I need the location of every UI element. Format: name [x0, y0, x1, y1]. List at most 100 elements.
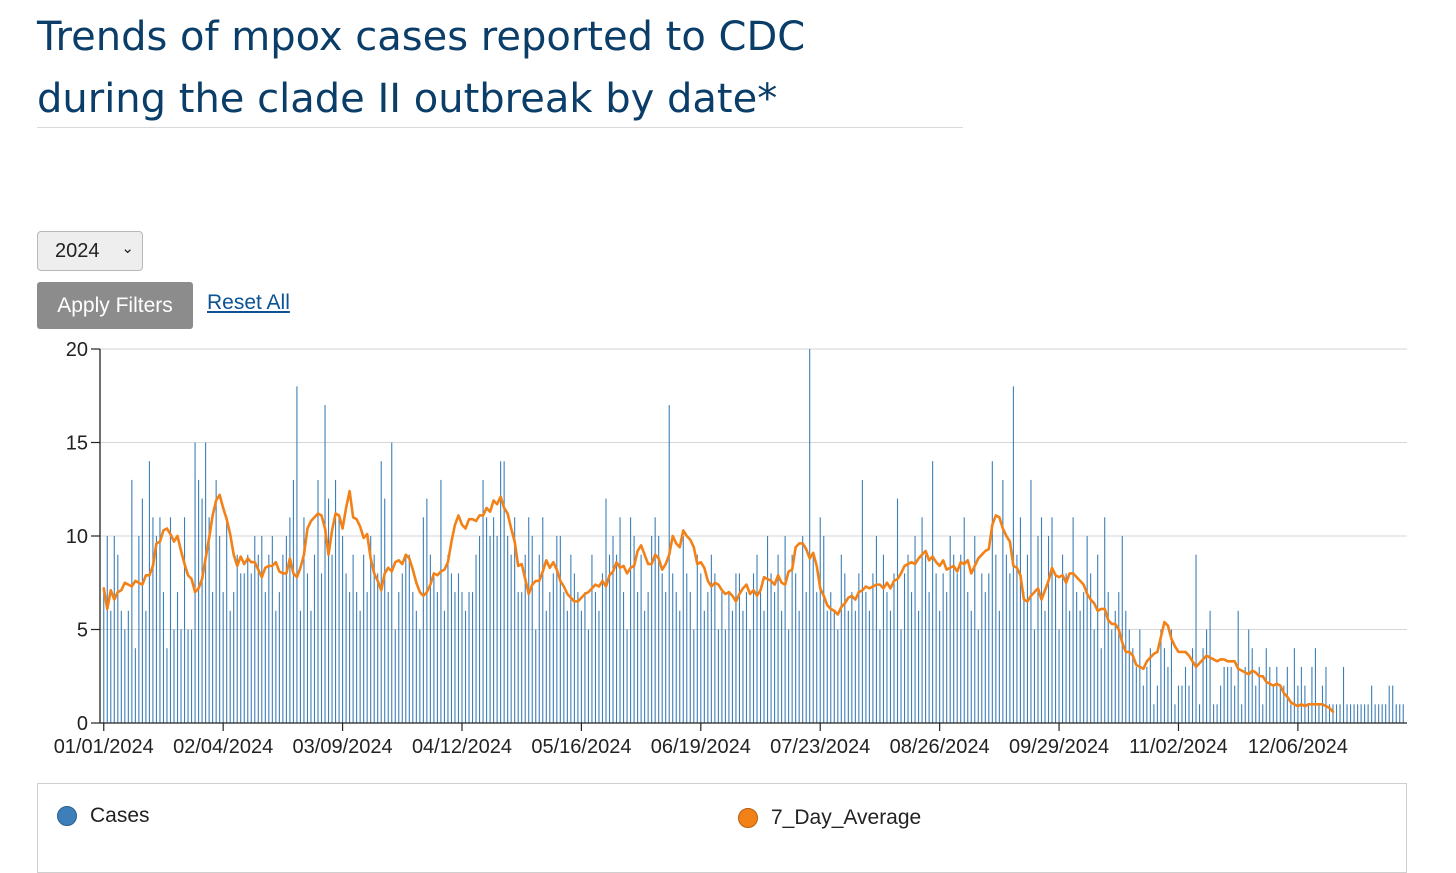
bar: [1033, 629, 1036, 723]
bar: [236, 554, 238, 723]
bar: [1392, 685, 1394, 723]
y-tick-label: 15: [66, 433, 88, 455]
bar: [542, 517, 544, 723]
bar: [721, 592, 723, 723]
bar: [707, 592, 709, 723]
apply-filters-button[interactable]: Apply Filters: [37, 282, 193, 329]
bar: [1290, 704, 1292, 723]
bar: [1107, 592, 1109, 723]
bar: [436, 592, 438, 723]
bar: [1114, 610, 1116, 723]
bar: [1279, 685, 1281, 723]
bar: [310, 610, 312, 723]
bar: [823, 536, 825, 723]
bar: [317, 479, 319, 723]
bar: [1234, 685, 1236, 723]
bar: [1353, 704, 1355, 723]
bar: [1019, 517, 1021, 723]
bar: [1174, 704, 1176, 723]
bar: [654, 517, 656, 723]
bar: [401, 573, 403, 723]
bar: [591, 554, 593, 723]
bar: [1040, 517, 1043, 723]
bar: [166, 648, 168, 723]
bar: [335, 479, 337, 723]
reset-all-link[interactable]: Reset All: [207, 291, 290, 314]
legend-item-cases[interactable]: Cases: [57, 804, 150, 828]
bar: [1125, 610, 1127, 723]
bar: [479, 536, 481, 723]
bar: [854, 610, 856, 723]
bar: [1223, 666, 1225, 723]
bar: [1332, 704, 1334, 723]
bar: [384, 498, 386, 723]
bar: [205, 442, 207, 723]
bar: [145, 610, 147, 723]
bar: [524, 554, 526, 723]
bar: [861, 479, 863, 723]
bar: [194, 442, 196, 723]
bar: [798, 610, 800, 723]
bar: [152, 517, 154, 723]
bar: [763, 610, 765, 723]
bar: [1314, 648, 1316, 723]
bar: [482, 479, 484, 723]
bar: [229, 610, 231, 723]
y-tick-label: 5: [77, 620, 88, 642]
y-tick-label: 10: [66, 526, 88, 548]
bar: [503, 461, 505, 723]
bar: [1111, 629, 1113, 723]
year-select[interactable]: 2024 ⌄: [37, 231, 143, 271]
bar: [443, 610, 445, 723]
bar: [788, 629, 790, 723]
bar: [198, 479, 200, 723]
bar: [1272, 685, 1274, 723]
bar: [1100, 648, 1102, 723]
bar: [1367, 704, 1369, 723]
bar: [1044, 610, 1046, 723]
bar: [556, 536, 558, 723]
bar: [1139, 629, 1141, 723]
bar: [1079, 610, 1081, 723]
bar: [1195, 554, 1197, 723]
bar: [946, 592, 948, 723]
bar: [679, 610, 681, 723]
bar: [514, 517, 516, 723]
bar: [1227, 666, 1229, 723]
bar: [637, 592, 639, 723]
bar: [1086, 536, 1088, 723]
legend-item-7-day-average[interactable]: 7_Day_Average: [738, 806, 921, 830]
bar: [113, 536, 115, 723]
bar: [612, 536, 614, 723]
bar: [710, 554, 712, 723]
bar: [1318, 704, 1320, 723]
bar: [626, 629, 628, 723]
bar: [268, 554, 270, 723]
bar: [468, 592, 470, 723]
bar: [1388, 685, 1390, 723]
legend-label-7-day-average: 7_Day_Average: [771, 806, 922, 829]
x-tick-label: 07/23/2024: [770, 736, 870, 758]
bar: [935, 573, 937, 723]
bar: [759, 592, 762, 723]
bar: [507, 536, 509, 723]
bar: [486, 517, 488, 723]
bar: [447, 554, 449, 723]
x-tick-label: 09/29/2024: [1009, 736, 1109, 758]
bar: [879, 629, 881, 723]
bar: [826, 610, 828, 723]
bar: [510, 554, 512, 723]
bar: [1184, 666, 1187, 723]
bar: [292, 479, 294, 723]
bar: [693, 629, 695, 723]
bar: [1371, 685, 1373, 723]
bar: [1118, 592, 1120, 723]
bar: [1069, 610, 1071, 723]
bar: [724, 629, 726, 723]
bar: [963, 517, 965, 723]
bar: [830, 592, 832, 723]
bar: [1198, 704, 1201, 723]
bar: [886, 592, 888, 723]
bar: [977, 629, 979, 723]
bar: [1276, 666, 1278, 723]
